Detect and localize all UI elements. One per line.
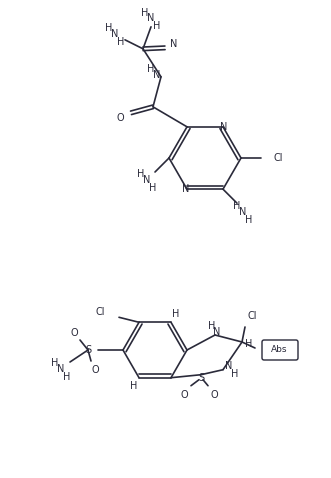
Text: H: H <box>51 358 59 368</box>
Text: O: O <box>116 113 124 123</box>
Text: H: H <box>141 8 149 18</box>
Text: S: S <box>198 373 204 383</box>
Text: Cl: Cl <box>273 153 282 163</box>
Text: N: N <box>213 327 221 337</box>
Text: N: N <box>153 70 161 80</box>
Text: H: H <box>231 369 239 379</box>
Text: N: N <box>170 39 178 49</box>
Text: O: O <box>70 328 78 338</box>
Text: N: N <box>239 207 247 217</box>
Text: N: N <box>147 13 155 23</box>
Text: H: H <box>63 372 71 382</box>
Text: H: H <box>137 169 145 179</box>
Text: O: O <box>180 390 188 400</box>
Text: O: O <box>91 365 99 375</box>
Text: H: H <box>147 64 155 74</box>
Text: Cl: Cl <box>248 311 258 321</box>
Text: N: N <box>220 122 228 132</box>
Text: H: H <box>208 321 216 331</box>
Text: N: N <box>111 29 119 39</box>
Text: H: H <box>153 21 161 31</box>
Text: H: H <box>130 380 138 391</box>
Text: H: H <box>233 201 241 211</box>
Text: O: O <box>210 390 218 400</box>
FancyBboxPatch shape <box>262 340 298 360</box>
Text: H: H <box>172 309 180 319</box>
Text: Abs: Abs <box>271 346 287 355</box>
Text: N: N <box>225 361 233 371</box>
Text: N: N <box>182 184 190 194</box>
Text: Cl: Cl <box>96 307 105 317</box>
Text: H: H <box>149 183 157 193</box>
Text: H: H <box>245 215 253 225</box>
Text: N: N <box>57 364 65 374</box>
Text: H: H <box>245 339 253 349</box>
Text: H: H <box>105 23 113 33</box>
Text: N: N <box>143 175 151 185</box>
Text: H: H <box>117 37 125 47</box>
Text: S: S <box>85 345 91 355</box>
